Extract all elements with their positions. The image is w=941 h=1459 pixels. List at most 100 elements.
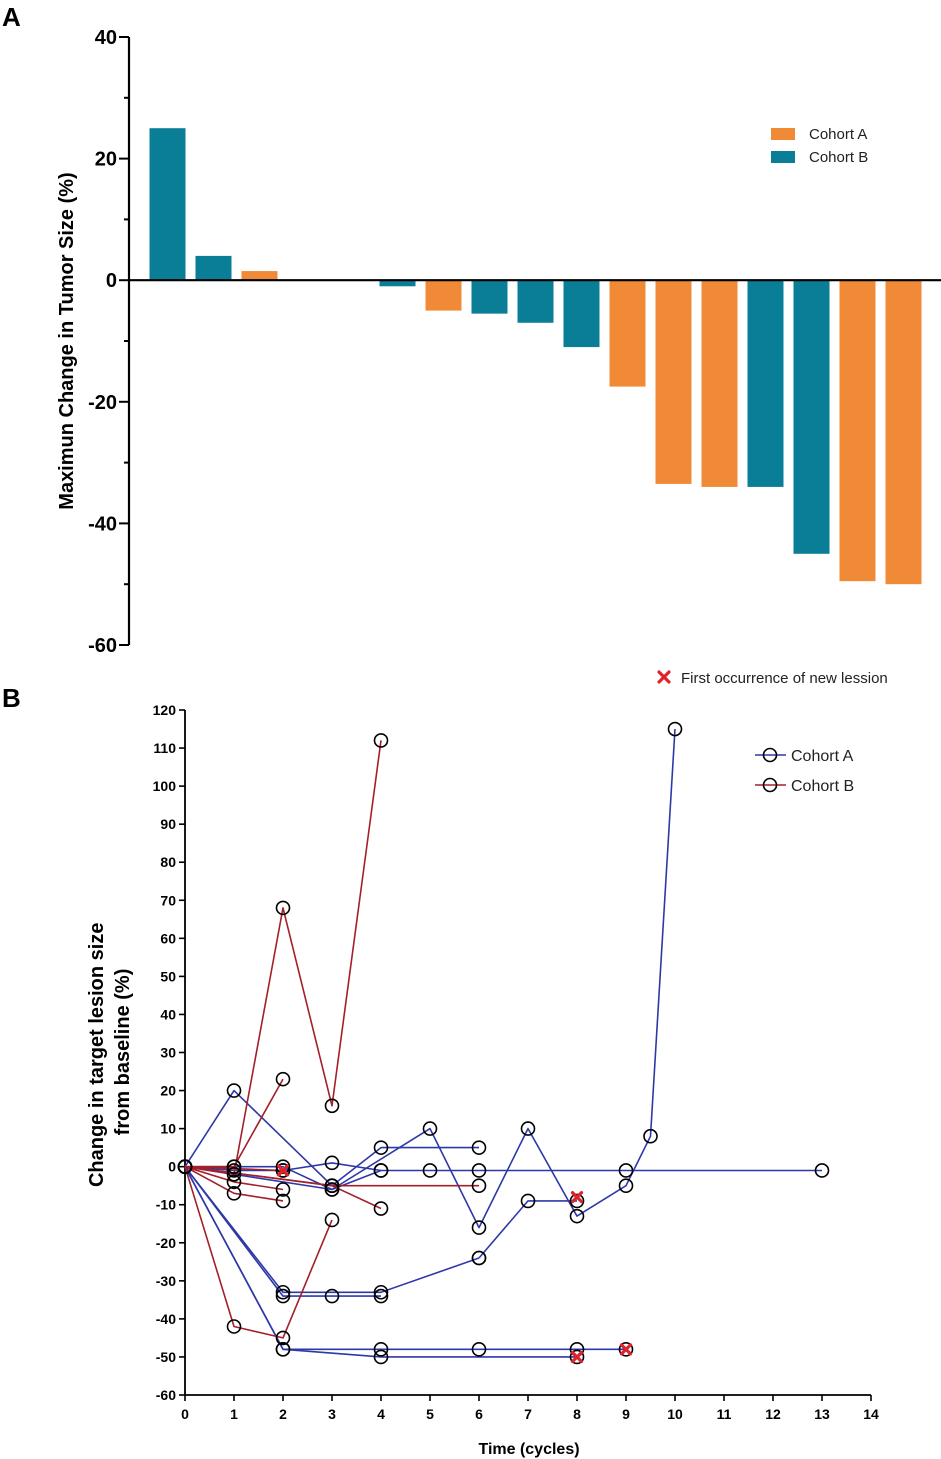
series-16-point-2 [324, 1178, 340, 1193]
series-5-point-3 [373, 1349, 389, 1365]
bar-11 [609, 280, 646, 387]
panel-b-x-tick-label-10: 10 [667, 1406, 683, 1422]
series-6-point-5 [422, 1121, 438, 1136]
panel-b-x-tick-label-8: 8 [573, 1406, 581, 1422]
legend-label-line-cohort-b: Cohort B [791, 778, 854, 795]
series-1-point-5 [471, 1140, 487, 1155]
panel-b-x-tick-label-14: 14 [863, 1406, 879, 1422]
panel-b-x-tick-label-6: 6 [475, 1406, 483, 1422]
series-3-point-2 [275, 1288, 291, 1304]
panel-a-tick-label-1: 20 [95, 149, 117, 171]
panel-b-x-tick-label-9: 9 [622, 1406, 630, 1422]
panel-b-y-tick-label-17: -50 [156, 1349, 176, 1365]
series-2-point-2 [275, 1284, 291, 1300]
series-7-point-7 [471, 1163, 487, 1178]
series-6-point-7 [520, 1121, 536, 1136]
bar-12 [655, 280, 692, 484]
series-9-point-3 [569, 1193, 585, 1209]
bar-10 [563, 280, 600, 348]
series-10-point-4 [324, 1098, 340, 1114]
series-line-6 [185, 728, 676, 1229]
series-line-5 [184, 1166, 577, 1358]
series-6-point-11 [667, 721, 683, 737]
panel-b-x-tick-label-5: 5 [426, 1406, 434, 1422]
panel-a-tick-label-0: 40 [95, 27, 117, 49]
series-2-point-3 [373, 1284, 389, 1300]
bar-3 [241, 271, 278, 281]
panel-b-x-tick-label-0: 0 [181, 1406, 189, 1422]
bar-9 [517, 280, 554, 323]
series-6-point-3 [275, 1159, 291, 1174]
bar-15 [793, 280, 830, 554]
panel-a-tick-label-5: -60 [88, 635, 117, 657]
series-11-point-2 [226, 1159, 242, 1174]
series-4-point-4 [471, 1342, 487, 1357]
series-line-2 [184, 1166, 480, 1294]
series-14-point-2 [226, 1174, 242, 1190]
new-lesion-marker-4-stroke-2 [619, 1343, 633, 1356]
series-line-14 [184, 1165, 284, 1191]
legend-swatch-cohort-a [771, 128, 795, 140]
series-10-point-5 [373, 733, 389, 748]
legend-label-cohort-b: Cohort B [809, 149, 868, 166]
panel-b-y-tick-label-3: 90 [160, 816, 176, 832]
panel-b-x-tick-label-3: 3 [328, 1406, 336, 1422]
bar-13 [701, 280, 738, 487]
series-6-point-8 [569, 1208, 585, 1224]
panel-b-y-tick-label-15: -30 [156, 1273, 176, 1289]
panel-b-y-tick-label-13: -10 [156, 1197, 176, 1213]
new-lesion-legend-marker [657, 670, 671, 684]
series-line-13 [184, 1165, 284, 1202]
new-lesion-marker-3-stroke-2 [570, 1350, 584, 1364]
new-lesion-marker-icon [657, 670, 671, 684]
panel-a-legend: Cohort A Cohort B [771, 126, 868, 166]
legend-swatch-cohort-b [771, 151, 795, 163]
panel-b-y-tick-label-5: 70 [160, 892, 176, 908]
panel-b-y-axis-title: Change in target lesion size from baseli… [86, 917, 134, 1187]
panel-a-bar-chart: 40 20 0 -20 -40 -60 [88, 27, 941, 657]
panel-b-y-tick-label-1: 110 [153, 740, 176, 756]
legend-label-line-cohort-a: Cohort A [791, 748, 854, 765]
series-4-point-3 [373, 1342, 389, 1357]
bar-8 [471, 280, 508, 314]
panel-b-x-tick-label-12: 12 [765, 1406, 781, 1422]
legend-marker-cohort-b [762, 777, 778, 793]
new-lesion-marker-1-stroke-2 [276, 1164, 290, 1177]
bar-1 [149, 128, 186, 281]
panel-a-tick-label-2: 0 [106, 270, 117, 292]
series-8-point-3 [373, 1163, 389, 1178]
panel-b-x-tick-label-11: 11 [717, 1406, 732, 1422]
series-line-4 [184, 1166, 626, 1351]
series-9-point-2 [520, 1193, 536, 1209]
panel-b-y-tick-label-9: 30 [160, 1045, 176, 1061]
series-12-point-4 [324, 1212, 340, 1228]
panel-b-x-axis-title: Time (cycles) [478, 1441, 579, 1458]
series-15-point-3 [373, 1201, 389, 1216]
panel-b-y-tick-label-18: -60 [156, 1387, 176, 1403]
panel-b-y-tick-label-12: 0 [168, 1159, 176, 1175]
series-7-point-8 [618, 1163, 634, 1178]
series-3-point-3 [324, 1288, 340, 1304]
bar-2 [195, 255, 232, 281]
panel-b-x-tick-label-13: 13 [814, 1406, 830, 1422]
panel-b-x-tick-label-7: 7 [524, 1406, 532, 1422]
series-4-point-6 [618, 1342, 634, 1357]
legend-label-cohort-a: Cohort A [809, 126, 867, 143]
panel-b-y-axis-title-line-2: from baseline (%) [112, 969, 134, 1136]
series-9-point-1 [471, 1250, 487, 1266]
new-lesion-legend-label: First occurrence of new lession [681, 670, 888, 687]
panel-b-y-tick-label-16: -40 [156, 1311, 176, 1327]
series-line-9 [478, 1200, 577, 1259]
series-17-point-2 [275, 1163, 291, 1178]
series-8-point-2 [324, 1182, 340, 1197]
series-10-point-2 [226, 1166, 242, 1182]
new-lesion-marker-2 [570, 1191, 584, 1204]
series-7-point-2 [226, 1163, 242, 1178]
panel-b-y-tick-label-8: 40 [160, 1006, 176, 1022]
panel-b-y-axis-title-line-1: Change in target lesion size [86, 923, 108, 1188]
new-lesion-legend: First occurrence of new lession [657, 670, 888, 687]
panel-b-y-tick-label-4: 80 [160, 854, 176, 870]
series-13-point-2 [226, 1186, 242, 1201]
panel-a-tick-label-4: -40 [88, 513, 117, 535]
